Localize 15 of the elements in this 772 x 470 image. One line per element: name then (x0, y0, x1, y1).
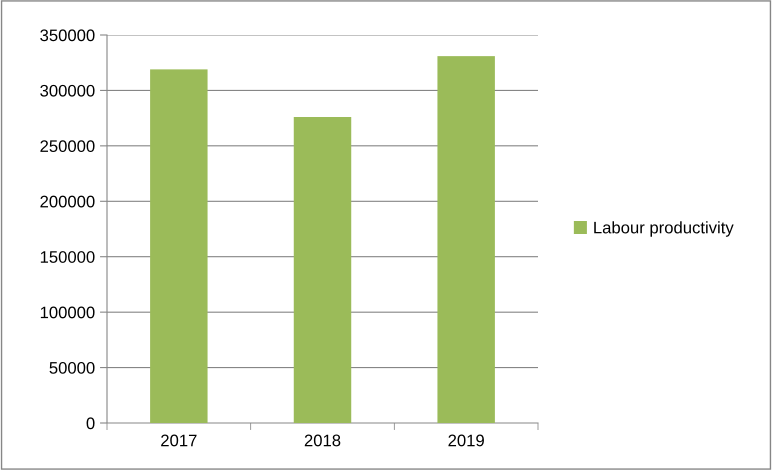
y-tick-label: 250000 (40, 140, 95, 152)
y-tick-label: 0 (86, 417, 95, 430)
x-tick-label: 2019 (448, 434, 484, 446)
y-tick-label: 100000 (40, 306, 95, 318)
x-tick-label: 2017 (161, 434, 197, 446)
y-tick-label: 200000 (40, 196, 95, 208)
bar (437, 56, 495, 423)
y-tick-label: 300000 (40, 84, 95, 97)
x-tick-label: 2018 (304, 434, 340, 446)
bar (150, 69, 208, 423)
y-tick-label: 50000 (50, 362, 95, 374)
y-tick-label: 350000 (40, 29, 95, 42)
legend-label: Labour productivity (594, 221, 734, 237)
y-tick-label: 150000 (40, 251, 95, 263)
bar (294, 117, 352, 423)
